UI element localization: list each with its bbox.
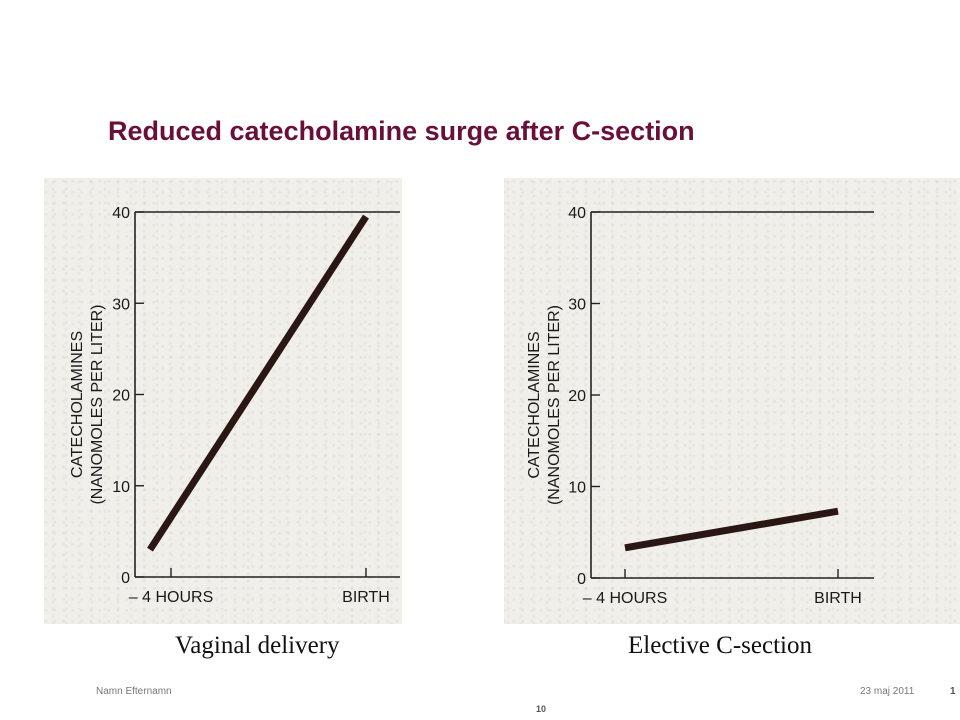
y-axis-label-units: (NANOMOLES PER LITER) xyxy=(546,305,563,505)
y-tick-label: 40 xyxy=(568,205,586,222)
footer-date: 23 maj 2011 xyxy=(860,686,915,697)
y-tick-label: 30 xyxy=(568,297,586,314)
y-tick-label: 0 xyxy=(121,570,130,587)
x-tick-label: – 4 HOURS xyxy=(129,589,213,606)
y-tick-label: 0 xyxy=(577,571,586,588)
series-line xyxy=(147,214,369,552)
y-tick-label: 10 xyxy=(112,479,130,496)
y-tick-label: 10 xyxy=(568,480,586,497)
chart-vaginal-delivery: 0 10 20 30 40 – 4 HOURS BIRTH CATECHOLAMINES (NA… xyxy=(69,205,400,606)
caption-elective-c-section: Elective C-section xyxy=(628,632,812,659)
caption-vaginal-delivery: Vaginal delivery xyxy=(175,632,340,659)
x-tick-label: BIRTH xyxy=(342,589,390,606)
y-tick-label: 30 xyxy=(112,296,130,313)
y-axis-label: CATECHOLAMINES xyxy=(69,331,86,478)
figure-gap xyxy=(402,178,504,624)
series-line xyxy=(624,507,839,552)
y-axis-label: CATECHOLAMINES xyxy=(526,331,543,478)
slide-title: Reduced catecholamine surge after C-sect… xyxy=(108,116,695,146)
chart-elective-c-section: 0 10 20 30 40 – 4 HOURS BIRTH CATECHOLAMINES (NA… xyxy=(526,205,874,607)
x-tick-label: BIRTH xyxy=(814,590,862,607)
y-tick-label: 40 xyxy=(112,205,130,222)
footer-page-number-right: 1 xyxy=(950,686,956,697)
x-tick-label: – 4 HOURS xyxy=(583,590,667,607)
y-tick-label: 20 xyxy=(568,388,586,405)
figure-scan xyxy=(44,178,960,624)
footer-page-number-center: 10 xyxy=(536,704,547,714)
y-tick-label: 20 xyxy=(112,388,130,405)
y-axis-label-units: (NANOMOLES PER LITER) xyxy=(89,304,106,504)
footer-author: Namn Efternamn xyxy=(96,686,172,697)
